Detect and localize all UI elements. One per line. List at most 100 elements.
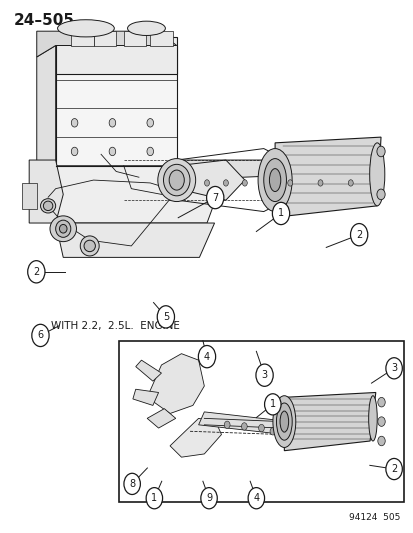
Circle shape (147, 147, 153, 156)
Polygon shape (198, 412, 290, 434)
Ellipse shape (269, 168, 280, 191)
Text: 8: 8 (129, 479, 135, 489)
Polygon shape (37, 31, 176, 57)
Circle shape (123, 473, 140, 495)
Bar (118, 341, 404, 503)
Ellipse shape (84, 240, 95, 252)
Ellipse shape (50, 216, 76, 241)
Text: 4: 4 (204, 352, 209, 361)
Ellipse shape (257, 149, 292, 212)
Ellipse shape (157, 159, 195, 201)
Polygon shape (71, 31, 93, 45)
Ellipse shape (169, 170, 184, 190)
Circle shape (376, 189, 384, 200)
Text: 94124  505: 94124 505 (348, 513, 399, 522)
Polygon shape (133, 389, 158, 406)
Circle shape (109, 118, 115, 127)
Circle shape (146, 488, 162, 509)
Circle shape (317, 180, 322, 186)
Polygon shape (176, 160, 244, 200)
Polygon shape (170, 418, 221, 457)
Circle shape (224, 421, 230, 429)
Polygon shape (21, 183, 37, 209)
Polygon shape (147, 354, 204, 414)
Ellipse shape (80, 236, 99, 256)
Polygon shape (147, 409, 176, 428)
Circle shape (258, 424, 264, 432)
Circle shape (71, 147, 78, 156)
Circle shape (377, 436, 384, 446)
Ellipse shape (163, 164, 190, 196)
Circle shape (287, 180, 292, 186)
Circle shape (272, 203, 289, 224)
Ellipse shape (40, 199, 55, 213)
Text: 9: 9 (206, 493, 211, 503)
Polygon shape (55, 223, 214, 257)
Text: 3.3L.  ENGINE: 3.3L. ENGINE (261, 368, 328, 378)
Circle shape (247, 488, 264, 509)
Circle shape (241, 423, 247, 430)
Text: 5: 5 (162, 312, 169, 322)
Text: 3.8L.  ENGINE: 3.8L. ENGINE (261, 384, 328, 394)
Circle shape (109, 147, 115, 156)
Ellipse shape (369, 143, 384, 206)
Circle shape (200, 488, 217, 509)
Ellipse shape (59, 224, 67, 233)
Ellipse shape (57, 20, 114, 37)
Ellipse shape (43, 201, 53, 211)
Text: 2: 2 (33, 267, 39, 277)
Polygon shape (55, 166, 225, 223)
Ellipse shape (276, 403, 292, 440)
Circle shape (377, 398, 384, 407)
Text: 3: 3 (390, 364, 396, 373)
Circle shape (198, 345, 215, 368)
Circle shape (223, 180, 228, 186)
Ellipse shape (272, 395, 295, 448)
Text: 6: 6 (37, 330, 43, 341)
Ellipse shape (263, 159, 286, 201)
Text: 2: 2 (355, 230, 361, 240)
Polygon shape (29, 160, 63, 223)
Polygon shape (37, 45, 55, 172)
Polygon shape (55, 37, 176, 74)
Circle shape (242, 180, 247, 186)
Text: 3.0L.  ENGINE: 3.0L. ENGINE (261, 352, 328, 362)
Polygon shape (135, 360, 161, 381)
Circle shape (28, 261, 45, 283)
Text: 1: 1 (277, 208, 283, 219)
Polygon shape (123, 31, 146, 45)
Text: 1: 1 (269, 399, 275, 409)
Text: 4: 4 (253, 493, 259, 503)
Text: 24–505: 24–505 (14, 13, 74, 28)
Polygon shape (176, 160, 376, 180)
Circle shape (147, 118, 153, 127)
Ellipse shape (55, 220, 71, 237)
Ellipse shape (368, 395, 376, 441)
Polygon shape (284, 392, 375, 451)
Circle shape (376, 146, 384, 157)
Circle shape (264, 394, 280, 415)
Text: 1: 1 (151, 493, 157, 503)
Text: 2: 2 (390, 464, 396, 474)
Circle shape (32, 324, 49, 346)
Circle shape (206, 187, 223, 209)
Ellipse shape (279, 411, 288, 432)
Polygon shape (93, 31, 116, 45)
Ellipse shape (127, 21, 165, 36)
Text: 3: 3 (261, 370, 267, 380)
Circle shape (71, 118, 78, 127)
Text: WITH 2.2,  2.5L.  ENGINE: WITH 2.2, 2.5L. ENGINE (51, 320, 179, 330)
Circle shape (255, 364, 273, 386)
Text: 7: 7 (211, 192, 218, 203)
Polygon shape (55, 45, 176, 166)
Polygon shape (150, 31, 173, 45)
Circle shape (350, 223, 367, 246)
Circle shape (377, 417, 384, 426)
Circle shape (269, 427, 275, 435)
Circle shape (385, 358, 401, 379)
Circle shape (204, 180, 209, 186)
Polygon shape (274, 137, 380, 217)
Circle shape (347, 180, 352, 186)
Circle shape (385, 458, 401, 480)
Circle shape (157, 306, 174, 328)
